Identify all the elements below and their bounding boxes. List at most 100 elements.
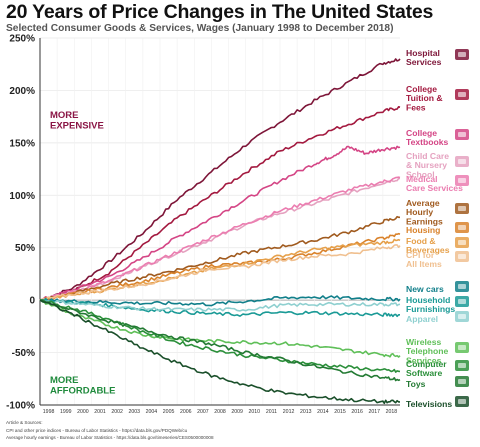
books-icon (455, 129, 469, 140)
computer-icon-detail (458, 363, 466, 368)
chart-subtitle: Selected Consumer Goods & Services, Wage… (6, 23, 394, 34)
series-label-line: Toys (406, 379, 426, 389)
series-label-line: Software (406, 368, 443, 378)
medical-icon-detail (458, 178, 466, 183)
series-label: Wireless Telephone Services (406, 337, 449, 365)
x-tick-label: 2010 (249, 409, 261, 415)
x-tick-label: 2018 (386, 409, 398, 415)
series-label-line: All Items (406, 259, 442, 269)
money-icon (455, 203, 469, 214)
series-label: Household Furnishings (406, 295, 455, 314)
y-tick-label: 200% (9, 86, 35, 97)
series-label: Apparel (406, 314, 438, 324)
y-tick-label: -100% (6, 401, 35, 412)
series-label-line: Earnings (406, 216, 443, 226)
shirt-icon (455, 311, 469, 322)
series-label: Computer Software (406, 359, 447, 378)
series-label: Average Hourly Earnings (406, 198, 443, 226)
x-tick-label: 2003 (129, 409, 141, 415)
series-label: Medical Care Services (406, 174, 463, 193)
series-label-line: Televisions (406, 399, 452, 409)
annotation-line: AFFORDABLE (50, 386, 115, 397)
series-line (40, 299, 401, 382)
series-line (39, 295, 401, 307)
series-lines (39, 58, 401, 405)
series-line (39, 58, 401, 301)
series-label-line: CPI for (406, 250, 435, 260)
x-tick-label: 2008 (214, 409, 226, 415)
series-label-line: College (406, 84, 437, 94)
series-line (39, 238, 401, 302)
x-tick-label: 1999 (60, 409, 72, 415)
series-label-line: Child Care (406, 151, 449, 161)
series-label-line: New cars (406, 284, 444, 294)
annotation-line: MORE (50, 110, 79, 121)
series-label-line: College (406, 128, 437, 138)
series-label-line: Tuition & (406, 93, 443, 103)
x-tick-label: 2004 (146, 409, 158, 415)
series-label-line: Apparel (406, 314, 438, 324)
series-label-line: Medical (406, 174, 438, 184)
series-line (39, 299, 400, 405)
x-tick-label: 2005 (163, 409, 175, 415)
series-label-line: Household (406, 295, 450, 305)
car-icon-detail (458, 284, 466, 289)
car-icon (455, 281, 469, 292)
price-tag-icon-detail (458, 254, 466, 259)
graduation-cap-icon (455, 89, 469, 100)
series-line (39, 145, 401, 301)
series-label: Hospital Services (406, 48, 442, 67)
x-tick-label: 2012 (283, 409, 295, 415)
house-icon-detail (458, 225, 466, 230)
series-label-line: Services (406, 57, 442, 67)
series-label: CPI for All Items (406, 250, 442, 269)
series-label: Televisions (406, 399, 452, 409)
series-label-line: & Nursery (406, 160, 447, 170)
y-tick-label: 0 (29, 296, 35, 307)
series-label-line: Food & (406, 236, 436, 246)
series-label-line: Fees (406, 102, 426, 112)
series-label-line: Services (406, 355, 442, 365)
series-label-line: Furnishings (406, 304, 455, 314)
series-label: Toys (406, 379, 426, 389)
series-line (39, 215, 400, 302)
phone-icon (455, 342, 469, 353)
shirt-icon-detail (458, 314, 466, 319)
toy-icon (455, 376, 469, 387)
series-label-line: Average (406, 198, 440, 208)
hospital-icon-detail (458, 52, 466, 57)
series-label-line: School (406, 169, 435, 179)
series-line (39, 106, 401, 302)
y-tick-label: 150% (9, 138, 35, 149)
sources-line-2: Average hourly earnings - Bureau of Labo… (6, 435, 214, 440)
food-icon-detail (458, 240, 466, 245)
sources-line-1: CPI and other price indices - Bureau of … (6, 428, 188, 433)
sofa-icon (455, 296, 469, 307)
series-label: College Textbooks (406, 128, 449, 147)
series-label: Food & Beverages (406, 236, 450, 255)
x-tick-label: 2016 (351, 409, 363, 415)
series-label-line: Wireless (406, 337, 441, 347)
series-label-line: Telephone (406, 346, 449, 356)
x-tick-label: 1998 (43, 409, 55, 415)
series-label: College Tuition & Fees (406, 84, 443, 112)
annotation-line: EXPENSIVE (50, 121, 104, 132)
series-label: Housing (406, 225, 440, 235)
x-tick-label: 2009 (231, 409, 243, 415)
series-label: New cars (406, 284, 444, 294)
series-line (39, 299, 401, 312)
series-label-line: Computer (406, 359, 447, 369)
computer-icon (455, 360, 469, 371)
money-icon-detail (458, 206, 466, 211)
x-tick-label: 2007 (197, 409, 209, 415)
x-tick-label: 2000 (77, 409, 89, 415)
series-line (39, 299, 401, 373)
annotation-line: MORE (50, 375, 79, 386)
series-line (39, 176, 401, 301)
x-tick-label: 2013 (300, 409, 312, 415)
series-label-line: Housing (406, 225, 440, 235)
child-icon (455, 156, 469, 167)
phone-icon-detail (458, 345, 466, 350)
y-tick-label: 50% (15, 243, 35, 254)
x-tick-label: 2001 (94, 409, 106, 415)
